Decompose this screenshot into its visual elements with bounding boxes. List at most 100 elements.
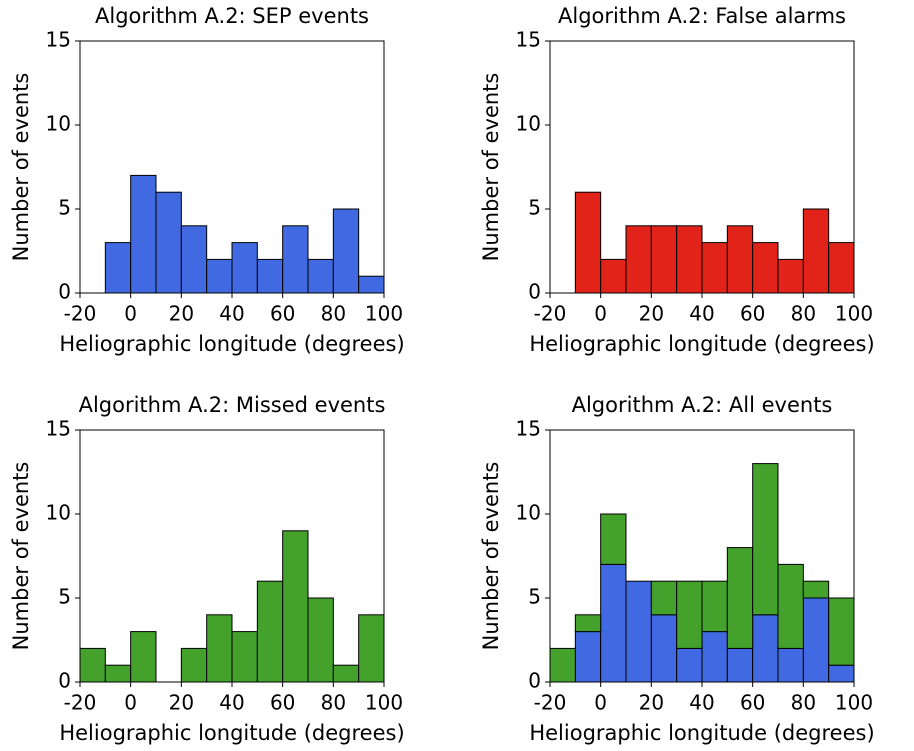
bar [256,580,284,683]
bar [752,242,779,294]
x-tick-label: 20 [169,302,194,326]
x-tick-label: 20 [169,691,194,715]
x-tick-label: 0 [124,691,137,715]
bar [574,631,602,683]
x-tick-label: 20 [639,691,664,715]
bar [600,563,627,683]
bar [777,647,804,683]
y-tick-label: 5 [58,196,71,220]
y-axis-label: Number of events [9,73,33,262]
x-tick-label: -20 [64,691,97,715]
bar [650,580,678,616]
bar [206,258,233,294]
bar [104,664,132,683]
y-tick-label: 5 [528,585,541,609]
x-tick-label: 100 [835,302,873,326]
y-tick-label: 15 [516,28,541,52]
bar [701,631,728,683]
x-tick-label: 100 [365,302,403,326]
y-tick-label: 15 [516,417,541,441]
bar [828,664,855,683]
x-tick-label: -20 [64,302,97,326]
y-tick-label: 0 [58,669,71,693]
x-tick-label: 60 [270,302,295,326]
y-tick-label: 0 [528,280,541,304]
bar [777,563,804,649]
x-tick-label: 80 [791,691,816,715]
bar [358,275,385,294]
x-tick-label: 40 [689,691,714,715]
x-tick-label: 60 [270,691,295,715]
bar [79,647,106,683]
bar [206,614,233,683]
bar [701,580,728,633]
bar [332,208,360,294]
x-tick-label: -20 [534,302,567,326]
bar [828,597,855,666]
y-tick-label: 10 [516,112,541,136]
bar [231,631,258,683]
x-tick-label: 60 [740,302,765,326]
bar [726,225,754,294]
x-tick-label: -20 [534,691,567,715]
bar [752,614,779,683]
y-tick-label: 0 [528,669,541,693]
bar [574,614,602,633]
x-tick-label: 80 [321,691,346,715]
bar [802,208,830,294]
x-tick-label: 80 [791,302,816,326]
bar [625,225,652,294]
bar [574,191,602,294]
x-tick-label: 100 [365,691,403,715]
bar [104,242,132,294]
y-tick-label: 15 [46,28,71,52]
x-tick-label: 40 [689,302,714,326]
bar [282,225,309,294]
bar [802,580,830,599]
bar [130,631,157,683]
bar [802,597,830,683]
bar [777,258,804,294]
bar [180,647,208,683]
bar [726,547,754,649]
bar [307,258,334,294]
x-tick-label: 20 [639,302,664,326]
y-tick-label: 10 [516,501,541,525]
bar [600,258,627,294]
y-tick-label: 5 [528,196,541,220]
bar [549,647,576,683]
y-tick-label: 10 [46,112,71,136]
bar [676,647,703,683]
y-tick-label: 0 [58,280,71,304]
bar [332,664,360,683]
x-axis-label: Heliographic longitude (degrees) [529,332,874,356]
bar [231,242,258,294]
x-axis-label: Heliographic longitude (degrees) [529,721,874,745]
bar [600,513,627,565]
bar [307,597,334,683]
y-axis-label: Number of events [9,462,33,651]
x-tick-label: 0 [594,691,607,715]
chart-title: Algorithm A.2: False alarms [558,4,846,28]
bar [180,225,208,294]
y-tick-label: 15 [46,417,71,441]
x-tick-label: 40 [219,302,244,326]
y-tick-label: 10 [46,501,71,525]
y-axis-label: Number of events [479,73,503,262]
bar [256,258,284,294]
x-tick-label: 0 [594,302,607,326]
bar [650,614,678,683]
bar [701,242,728,294]
x-axis-label: Heliographic longitude (degrees) [59,332,404,356]
bar [752,463,779,616]
y-tick-label: 5 [58,585,71,609]
x-tick-label: 0 [124,302,137,326]
bar [676,225,703,294]
x-tick-label: 100 [835,691,873,715]
x-tick-label: 40 [219,691,244,715]
x-tick-label: 60 [740,691,765,715]
x-axis-label: Heliographic longitude (degrees) [59,721,404,745]
chart-title: Algorithm A.2: SEP events [95,4,369,28]
bar [155,191,182,294]
bar [828,242,855,294]
